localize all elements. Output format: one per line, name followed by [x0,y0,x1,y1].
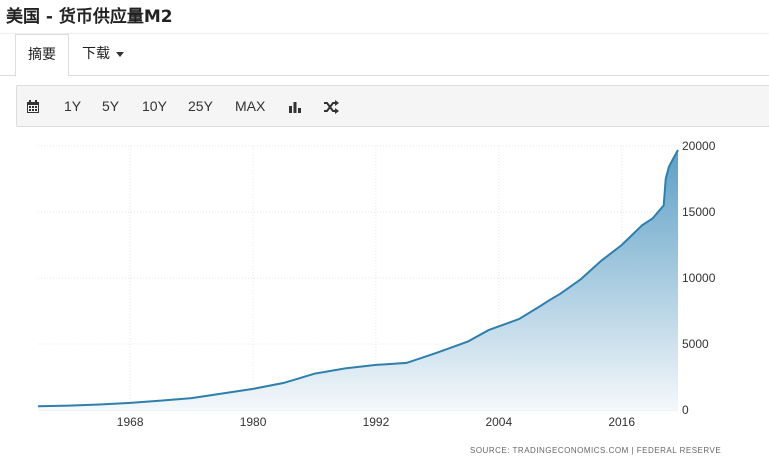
shuffle-icon[interactable] [323,86,339,126]
money-supply-chart: 1968 1980 1992 2004 2016 0 5000 10000 15000 2000… [37,139,716,429]
range-10y-button[interactable]: 10Y [142,98,167,114]
y-tick-label: 10000 [682,271,716,285]
bar-chart-icon[interactable] [288,86,302,126]
x-tick-label: 1968 [117,415,144,429]
tab-download[interactable]: 下载 [82,34,124,74]
m2-area-fill [38,150,678,410]
range-max-button[interactable]: MAX [235,98,266,114]
chevron-down-icon [116,51,124,57]
tab-download-label: 下载 [82,46,110,62]
y-tick-label: 20000 [682,139,716,153]
chart-toolbar: 1Y 5Y 10Y 25Y MAX [16,85,769,127]
x-tick-label: 1992 [363,415,390,429]
tab-bar: 摘要 下载 [0,33,769,77]
x-tick-label: 1980 [240,415,267,429]
y-tick-label: 5000 [682,337,709,351]
tab-summary[interactable]: 摘要 [15,34,69,77]
page-title: 美国 - 货币供应量M2 [6,7,173,27]
m2-series-line [37,149,679,408]
y-tick-label: 15000 [682,205,716,219]
calendar-icon[interactable] [26,86,40,126]
range-1y-button[interactable]: 1Y [64,98,82,114]
y-tick-label: 0 [682,403,689,417]
range-25y-button[interactable]: 25Y [188,98,213,114]
source-note: SOURCE: TRADINGECONOMICS.COM | FEDERAL R… [470,446,722,455]
x-tick-label: 2016 [608,415,635,429]
x-tick-label: 2004 [485,415,512,429]
range-5y-button[interactable]: 5Y [102,98,120,114]
